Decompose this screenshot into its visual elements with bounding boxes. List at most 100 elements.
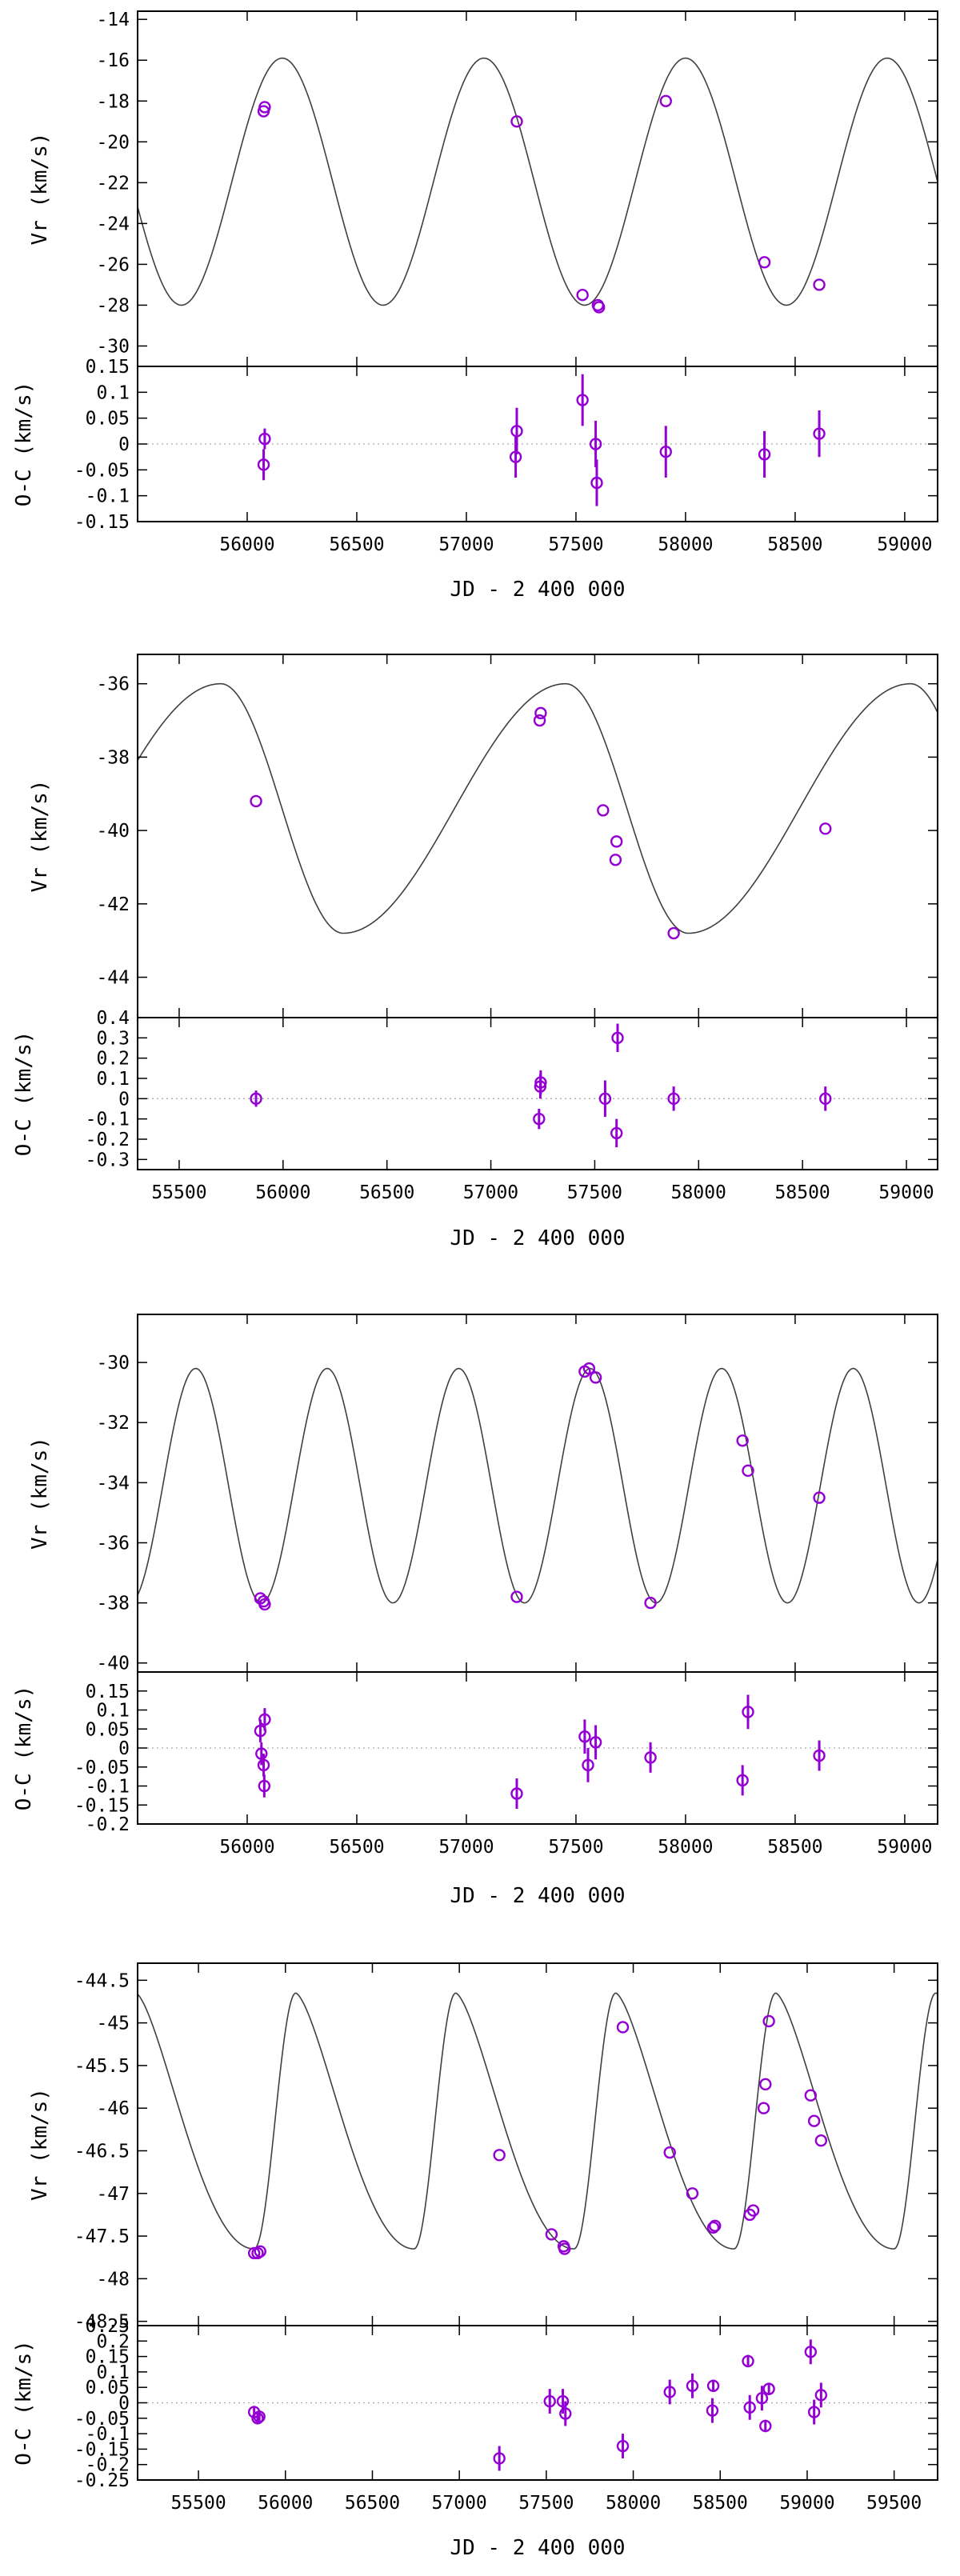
x-tick-label: 56500 [329, 1837, 384, 1858]
oc-plot-frame [137, 1017, 938, 1170]
model-curve [138, 1992, 938, 2250]
data-point [686, 2379, 699, 2392]
y-tick-label: -46 [96, 2098, 130, 2119]
x-tick-label: 58500 [693, 2493, 748, 2514]
y-axis-title: Vr (km/s) [28, 780, 52, 893]
data-point [576, 288, 589, 302]
data-point [558, 2242, 571, 2255]
data-point [610, 1126, 623, 1140]
data-point [804, 2346, 818, 2358]
y-tick-label: -42 [96, 894, 130, 915]
y-tick-label: -14 [96, 10, 130, 30]
y-tick-label: 0.1 [96, 382, 130, 403]
x-tick-label: 56500 [329, 534, 384, 555]
oc-plot-frame [137, 366, 938, 522]
y-axis-title: O-C (km/s) [12, 1031, 36, 1157]
y-tick-label: 0.15 [86, 357, 130, 378]
data-point [253, 2410, 266, 2423]
y-tick-label: -0.25 [74, 2470, 130, 2491]
y-tick-label: -20 [96, 132, 130, 153]
x-tick-label: 58500 [767, 534, 822, 555]
x-tick-label: 57000 [438, 1837, 494, 1858]
y-tick-label: -0.2 [86, 1814, 130, 1835]
y-tick-label: 0.3 [96, 1028, 130, 1049]
data-point [258, 432, 271, 446]
y-tick-label: -0.15 [74, 2439, 130, 2460]
x-tick-label: 55500 [170, 2493, 226, 2514]
y-tick-label: -0.05 [74, 1758, 130, 1778]
data-point [746, 2204, 760, 2217]
data-point [250, 1092, 262, 1106]
y-tick-label: -48.5 [74, 2312, 130, 2333]
data-point [667, 926, 680, 940]
x-tick-label: 57500 [548, 1837, 603, 1858]
y-tick-label: -0.1 [86, 2424, 130, 2445]
data-point [255, 1747, 268, 1760]
data-point [582, 1362, 596, 1375]
data-point [813, 427, 826, 440]
y-tick-label: -0.1 [86, 1777, 130, 1798]
oc-plot-frame [137, 1671, 938, 1825]
data-point [545, 2228, 558, 2241]
data-point [582, 1758, 594, 1772]
y-tick-label: -0.15 [74, 1795, 130, 1816]
y-axis-title: Vr (km/s) [28, 133, 52, 246]
data-point [533, 714, 546, 727]
data-point [593, 301, 606, 314]
y-axis-title: O-C (km/s) [12, 382, 36, 507]
data-point [533, 1112, 546, 1126]
data-point [659, 94, 672, 107]
data-point [743, 2401, 756, 2414]
data-point [813, 278, 826, 291]
data-point [609, 854, 622, 866]
data-point [616, 2021, 630, 2034]
y-tick-label: 0.2 [96, 2331, 130, 2352]
data-point [742, 1706, 754, 1718]
data-point [758, 448, 771, 461]
x-axis-title: JD - 2 400 000 [450, 578, 625, 602]
data-point [762, 2382, 775, 2395]
data-point [543, 2394, 556, 2408]
y-tick-label: 0 [118, 1089, 130, 1110]
y-tick-label: -38 [96, 1594, 130, 1614]
x-tick-label: 58000 [658, 1837, 713, 1858]
x-tick-label: 59000 [877, 534, 932, 555]
y-tick-label: -34 [96, 1473, 130, 1494]
data-point [813, 1749, 826, 1762]
y-axis-title: Vr (km/s) [28, 1437, 52, 1550]
y-tick-label: -45 [96, 2014, 130, 2034]
y-tick-label: -0.1 [86, 1110, 130, 1130]
data-point [759, 2419, 772, 2433]
x-tick-label: 59500 [866, 2493, 922, 2514]
data-point [736, 1774, 749, 1787]
y-tick-label: 0.05 [86, 2378, 130, 2398]
x-tick-label: 59000 [779, 2493, 834, 2514]
y-tick-label: 0.15 [86, 1682, 130, 1702]
data-point [254, 2245, 266, 2258]
data-point [257, 458, 270, 471]
y-tick-label: 0.1 [96, 2362, 130, 2383]
y-tick-label: -18 [96, 91, 130, 112]
data-point [755, 2392, 769, 2405]
y-tick-label: -0.2 [86, 1130, 130, 1150]
data-point [762, 2014, 775, 2028]
x-tick-label: 57500 [548, 534, 603, 555]
y-tick-label: -36 [96, 1533, 130, 1554]
y-tick-label: 0.25 [86, 2316, 130, 2337]
x-tick-label: 57000 [463, 1182, 518, 1203]
y-tick-label: -46.5 [74, 2141, 130, 2162]
y-tick-label: -0.05 [74, 460, 130, 481]
y-tick-label: -22 [96, 173, 130, 194]
data-point [706, 2221, 720, 2234]
x-tick-label: 56000 [255, 1182, 310, 1203]
data-point [819, 822, 832, 835]
x-axis-title: JD - 2 400 000 [450, 1226, 625, 1250]
data-point [597, 804, 610, 817]
y-tick-label: -0.3 [86, 1150, 130, 1170]
data-point [251, 2412, 264, 2425]
data-point [663, 2146, 676, 2159]
y-tick-label: -16 [96, 50, 130, 71]
data-point [742, 2354, 754, 2368]
